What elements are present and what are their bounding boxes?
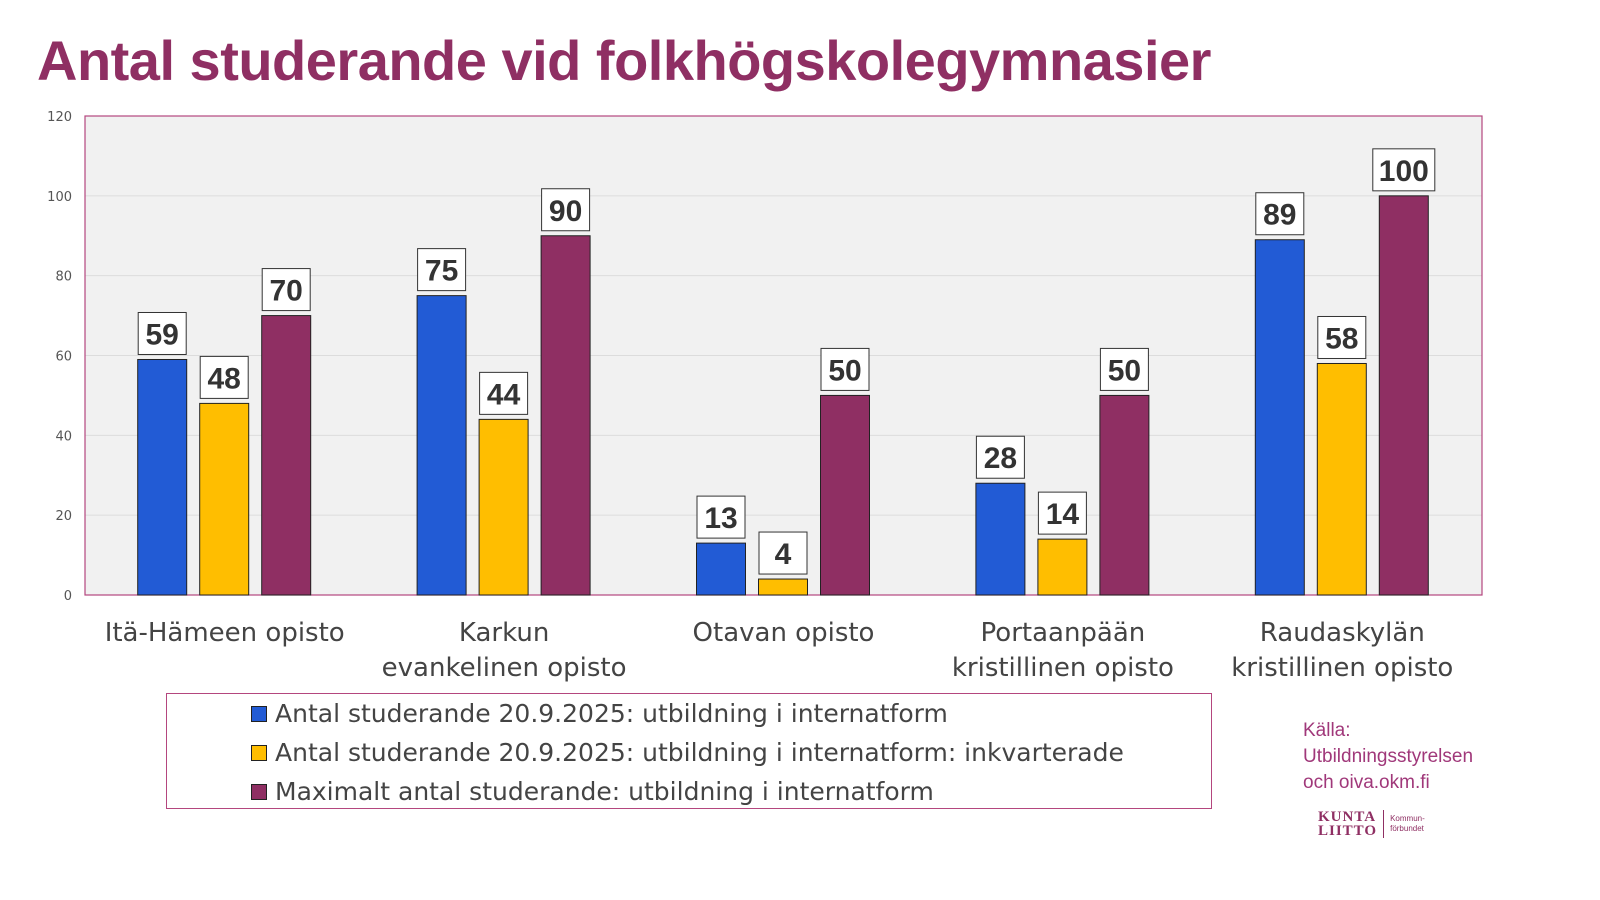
bar <box>975 482 1026 596</box>
legend-item: Antal studerande 20.9.2025: utbildning i… <box>251 738 1124 767</box>
data-label-box <box>820 347 870 391</box>
bar <box>1316 362 1367 596</box>
source-line: och oiva.okm.fi <box>1303 772 1430 793</box>
data-label: 90 <box>549 195 582 228</box>
y-tick-label: 120 <box>47 110 72 125</box>
source-line: Källa: <box>1303 720 1351 741</box>
logo-line: LIITTO <box>1318 823 1378 839</box>
logo-sub: förbundet <box>1390 824 1424 833</box>
bar <box>261 315 312 596</box>
x-tick-label: Raudaskylän <box>1260 618 1425 648</box>
chart-title: Antal studerande vid folkhögskolegymnasi… <box>37 29 1211 92</box>
bar <box>1254 239 1305 596</box>
data-label: 14 <box>1046 498 1080 531</box>
data-label: 4 <box>775 538 792 571</box>
y-tick-label: 100 <box>47 190 72 205</box>
data-label-box <box>1317 315 1367 359</box>
x-tick-label: Otavan opisto <box>693 618 875 648</box>
bar <box>820 394 870 596</box>
data-label-box <box>417 248 467 292</box>
data-label: 48 <box>208 362 241 395</box>
x-tick-label: kristillinen opisto <box>952 653 1174 683</box>
legend-label: Maximalt antal studerande: utbildning i … <box>275 777 934 806</box>
data-label-box <box>975 435 1025 479</box>
source-note: Källa: Utbildningsstyrelsen och oiva.okm… <box>1303 718 1473 796</box>
bar <box>199 402 250 596</box>
legend-item: Maximalt antal studerande: utbildning i … <box>251 777 934 806</box>
legend-swatch <box>251 783 267 800</box>
bar <box>416 295 467 596</box>
data-label: 59 <box>146 318 179 351</box>
bar <box>758 578 808 596</box>
data-label-box <box>1372 148 1436 192</box>
logo-sub: Kommun- <box>1390 814 1425 823</box>
bar <box>540 235 591 596</box>
legend-label: Antal studerande 20.9.2025: utbildning i… <box>275 738 1124 767</box>
data-label: 100 <box>1379 155 1429 188</box>
data-label-box <box>696 495 746 539</box>
x-tick-label: evankelinen opisto <box>382 653 627 683</box>
bar-chart: 0 20 40 60 80 100 120 59 48 70 Itä-Hämeen opisto 75… <box>47 110 1483 683</box>
bar <box>137 358 188 596</box>
data-label: 44 <box>487 378 521 411</box>
bar <box>1037 538 1088 596</box>
x-tick-label: Itä-Hämeen opisto <box>105 618 345 648</box>
data-label: 75 <box>425 255 458 288</box>
legend-swatch <box>251 705 267 722</box>
data-label: 89 <box>1263 199 1296 232</box>
data-label-box <box>1099 347 1149 391</box>
data-label-box <box>1037 491 1087 535</box>
bar <box>1099 394 1150 596</box>
data-label-box <box>199 355 249 399</box>
logo-line: KUNTA <box>1318 809 1377 825</box>
legend: Antal studerande 20.9.2025: utbildning i… <box>166 693 1212 809</box>
bar <box>478 418 529 596</box>
data-label: 70 <box>270 275 303 308</box>
kuntaliitto-logo: KUNTA LIITTO Kommun-förbundet <box>1318 809 1425 839</box>
legend-label: Antal studerande 20.9.2025: utbildning i… <box>275 699 948 728</box>
y-tick-label: 20 <box>55 509 72 524</box>
data-label: 58 <box>1325 322 1358 355</box>
data-label-box <box>541 188 591 232</box>
legend-swatch <box>251 744 267 761</box>
x-tick-label: Portaanpään <box>981 618 1146 648</box>
x-tick-label: kristillinen opisto <box>1231 653 1453 683</box>
data-label-box <box>137 311 187 355</box>
bar <box>1378 195 1429 596</box>
bar <box>696 542 746 596</box>
legend-item: Antal studerande 20.9.2025: utbildning i… <box>251 699 948 728</box>
data-label-box <box>479 371 529 415</box>
data-label: 50 <box>828 354 861 387</box>
data-label-box <box>1255 192 1305 236</box>
y-tick-label: 60 <box>55 350 72 365</box>
logo-divider <box>1383 810 1385 838</box>
data-label-box <box>758 531 808 575</box>
y-tick-label: 0 <box>64 589 72 604</box>
data-label-box <box>261 268 311 312</box>
y-tick-label: 80 <box>55 270 72 285</box>
data-label: 50 <box>1108 354 1141 387</box>
x-tick-label: Karkun <box>459 618 549 648</box>
data-label: 28 <box>984 442 1017 475</box>
y-tick-label: 40 <box>55 429 72 444</box>
source-line: Utbildningsstyrelsen <box>1303 746 1474 767</box>
data-label: 13 <box>704 502 737 535</box>
